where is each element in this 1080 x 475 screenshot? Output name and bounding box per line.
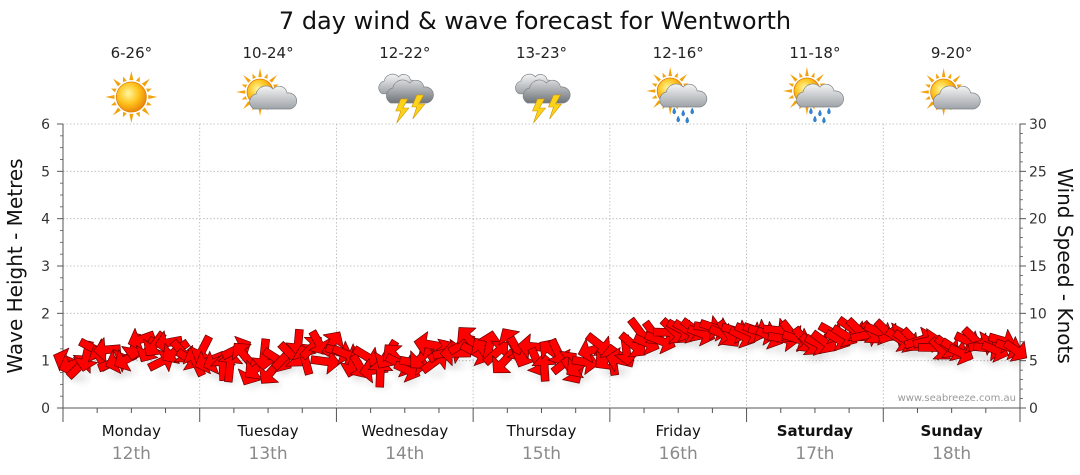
day-date-label: 17th [795, 444, 834, 464]
right-tick-label: 20 [1029, 212, 1047, 228]
right-tick-label: 15 [1029, 259, 1047, 275]
wind-arrow-shadow [427, 368, 446, 379]
right-tick-label: 30 [1029, 117, 1047, 133]
wind-arrow [190, 334, 213, 363]
day-temp-label: 9-20° [931, 44, 973, 62]
thunderstorm-icon [515, 73, 571, 124]
day-temp-label: 12-16° [653, 44, 704, 62]
day-date-label: 14th [385, 444, 424, 464]
day-labels: Monday 12th Tuesday 13th Wednesday 14th Thursd… [102, 422, 983, 464]
day-temp-label: 12-22° [379, 44, 430, 62]
day-temp-label: 11-18° [789, 44, 840, 62]
wind-arrow [585, 332, 611, 357]
sun-cloud-icon [919, 68, 981, 116]
day-name-label: Tuesday [237, 422, 299, 440]
day-name-label: Saturday [777, 422, 854, 440]
credit-text: www.seabreeze.com.au [898, 393, 1016, 404]
day-name-label: Thursday [506, 422, 577, 440]
day-name-label: Monday [102, 422, 161, 440]
right-axis-ticks: 0 5 10 15 20 25 30 [1020, 117, 1047, 417]
wind-arrow [310, 349, 341, 375]
sun-cloud-icon [236, 68, 298, 116]
day-date-label: 13th [249, 444, 288, 464]
day-name-label: Friday [655, 422, 701, 440]
left-tick-label: 4 [41, 212, 50, 228]
wind-arrow [127, 327, 156, 352]
sun-cloud-rain-icon [646, 67, 708, 124]
left-axis-ticks: 0 1 2 3 4 5 6 [41, 117, 63, 417]
left-tick-label: 1 [41, 354, 50, 370]
chart-title: 7 day wind & wave forecast for Wentworth [279, 7, 791, 35]
day-date-label: 12th [112, 444, 151, 464]
wind-arrow [1002, 339, 1028, 362]
day-name-label: Wednesday [361, 422, 448, 440]
sun-cloud-rain-icon [782, 67, 844, 124]
left-tick-label: 2 [41, 306, 50, 322]
right-tick-label: 5 [1029, 354, 1038, 370]
wind-arrow [93, 337, 122, 363]
wind-arrow-series [53, 315, 1028, 388]
day-date-label: 15th [522, 444, 561, 464]
wind-arrow-shadow [988, 357, 1007, 368]
thunderstorm-icon [378, 73, 434, 124]
left-tick-label: 0 [41, 401, 50, 417]
sunny-icon [105, 71, 158, 123]
right-axis-label: Wind Speed - Knots [1053, 168, 1077, 364]
right-tick-label: 0 [1029, 401, 1038, 417]
left-tick-label: 3 [41, 259, 50, 275]
wind-arrow-shadow [72, 373, 91, 384]
day-temp-label: 6-26° [111, 44, 153, 62]
wind-arrow [492, 348, 517, 374]
day-date-label: 16th [659, 444, 698, 464]
day-date-label: 18th [932, 444, 971, 464]
right-tick-label: 25 [1029, 164, 1047, 180]
day-temp-label: 13-23° [516, 44, 567, 62]
weather-icons: 6-26° 10-24° 12-22° 13-23° 12-16° 11-18° 9-20° [105, 44, 981, 124]
wind-arrow-shadow [154, 368, 173, 379]
day-temp-label: 10-24° [243, 44, 294, 62]
day-name-label: Sunday [920, 422, 983, 440]
left-tick-label: 5 [41, 164, 50, 180]
right-tick-label: 10 [1029, 306, 1047, 322]
left-tick-label: 6 [41, 117, 50, 133]
wind-arrow-shadow [448, 360, 467, 371]
left-axis-label: Wave Height - Metres [3, 158, 27, 373]
wind-arrow [482, 340, 509, 367]
